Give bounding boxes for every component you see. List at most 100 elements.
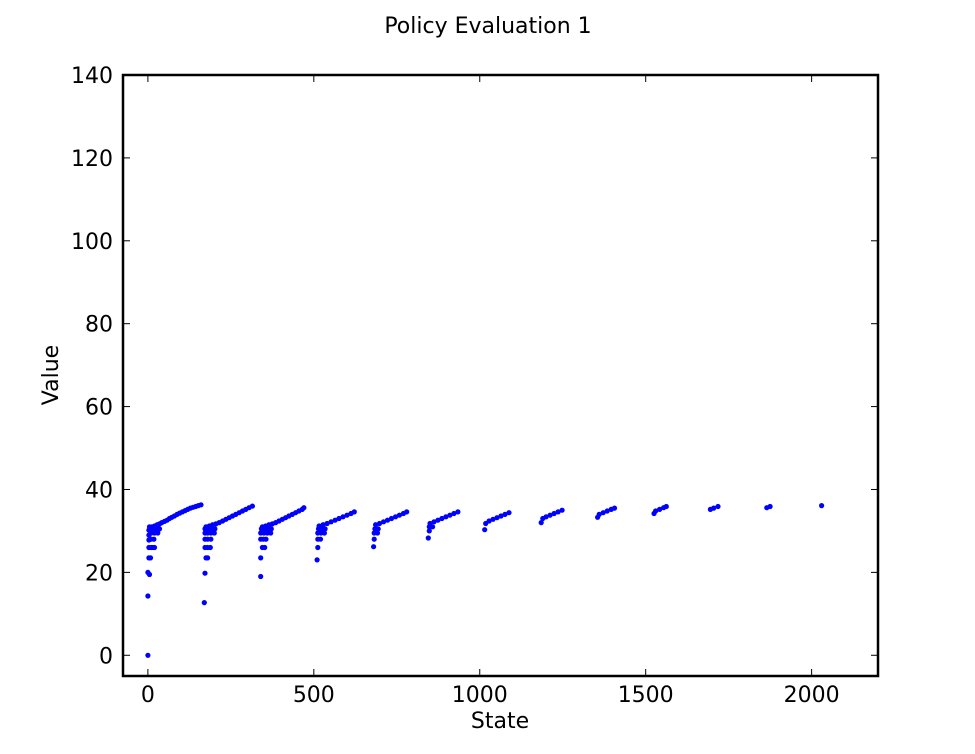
data-point: [611, 505, 618, 511]
data-point: [426, 528, 432, 534]
data-point: [324, 520, 330, 527]
data-point: [263, 536, 269, 542]
data-point: [155, 530, 161, 536]
y-tick-label: 0: [99, 644, 113, 669]
data-point: [559, 507, 565, 513]
data-point: [494, 515, 500, 521]
data-point: [486, 518, 492, 524]
y-tick-label: 60: [85, 396, 113, 421]
data-point: [375, 526, 381, 532]
data-point: [447, 512, 453, 518]
x-tick-label: 1500: [618, 683, 674, 708]
y-tick-label: 40: [85, 478, 113, 503]
data-point: [373, 522, 379, 528]
data-point: [268, 526, 274, 532]
data-point: [145, 652, 151, 658]
data-point: [208, 536, 214, 542]
data-point: [156, 526, 163, 532]
data-point: [145, 593, 151, 599]
data-point: [384, 517, 391, 523]
data-point: [443, 514, 449, 520]
data-point: [212, 526, 218, 532]
data-point: [451, 510, 457, 517]
data-point: [351, 509, 357, 515]
data-points: [145, 502, 825, 658]
x-axis-label: State: [471, 709, 529, 734]
data-point: [435, 517, 441, 523]
data-point: [604, 508, 610, 514]
data-point: [431, 519, 437, 525]
data-point: [455, 509, 461, 515]
data-point: [321, 530, 327, 536]
data-point: [663, 503, 669, 510]
data-point: [711, 505, 717, 511]
data-point: [555, 509, 561, 515]
y-tick-label: 140: [71, 64, 113, 89]
data-point: [201, 600, 207, 606]
y-tick-label: 100: [71, 230, 113, 255]
data-point: [315, 544, 321, 551]
data-point: [322, 526, 328, 532]
data-point: [371, 544, 377, 550]
x-tick-label: 0: [141, 683, 155, 708]
data-point: [427, 520, 433, 527]
data-point: [439, 515, 445, 522]
y-tick-label: 120: [71, 147, 113, 172]
chart-title: Policy Evaluation 1: [384, 14, 591, 39]
data-point: [371, 536, 377, 542]
y-tick-label: 20: [85, 561, 113, 586]
data-point: [258, 555, 264, 561]
data-point: [258, 573, 264, 580]
data-point: [198, 502, 204, 508]
data-point: [317, 536, 324, 542]
data-point: [336, 515, 342, 522]
data-point: [344, 512, 350, 518]
data-point: [653, 508, 659, 514]
x-tick-label: 2000: [784, 683, 840, 708]
data-point: [262, 544, 268, 551]
data-point: [151, 536, 157, 542]
data-point: [498, 513, 504, 519]
data-point: [340, 514, 346, 520]
data-point: [207, 544, 213, 551]
data-point: [147, 555, 154, 561]
data-point: [249, 503, 255, 509]
data-point: [482, 527, 488, 533]
data-point: [332, 517, 338, 523]
data-point: [767, 503, 773, 510]
data-point: [392, 514, 399, 520]
data-point: [301, 505, 307, 511]
data-point: [376, 520, 383, 527]
data-point: [657, 506, 663, 512]
data-point: [543, 514, 549, 520]
data-point: [328, 519, 334, 525]
y-axis-label: Value: [39, 345, 64, 405]
data-point: [316, 523, 322, 529]
data-point: [202, 570, 208, 576]
data-point: [404, 509, 410, 515]
data-point: [596, 511, 602, 517]
data-point: [819, 503, 825, 509]
data-point: [205, 555, 211, 561]
data-point: [380, 519, 387, 525]
data-point: [715, 503, 721, 510]
data-point: [151, 544, 158, 551]
data-point: [388, 515, 395, 522]
data-point: [600, 510, 606, 516]
x-tick-label: 1000: [452, 683, 508, 708]
data-point: [506, 510, 512, 516]
data-point: [211, 530, 217, 536]
data-point: [146, 571, 153, 578]
data-point: [551, 510, 557, 517]
x-tick-label: 500: [293, 683, 335, 708]
data-point: [314, 557, 320, 563]
data-point: [320, 522, 326, 528]
y-tick-label: 80: [85, 313, 113, 338]
data-point: [490, 516, 496, 522]
data-point: [268, 530, 274, 536]
axis-ticks: 0 500 1000 1500 2000 0 20 40 60 80 100 120 140: [71, 64, 878, 708]
data-point: [547, 512, 553, 518]
data-point: [502, 511, 508, 517]
